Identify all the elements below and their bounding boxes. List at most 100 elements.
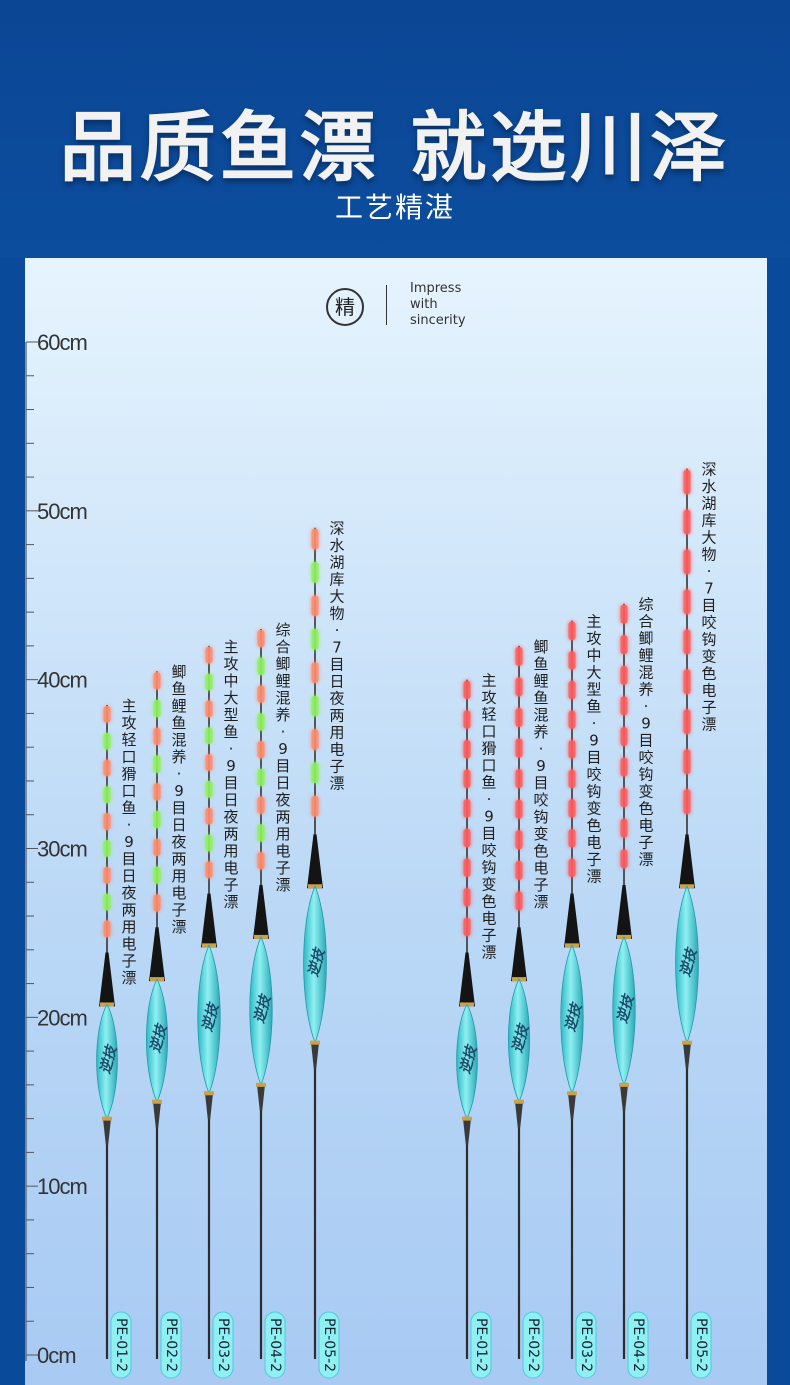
float-desc-char: · [539,740,544,758]
model-code-tag [627,1311,649,1379]
float-tip-segment [463,917,471,937]
float-tip-segment [515,708,523,728]
badge-caption-line: Impress [410,281,462,296]
float-desc-char: 日 [121,867,136,885]
float-tip-segment [620,604,628,624]
float-desc-char: 口 [121,748,136,766]
float-tip-segment [153,894,161,912]
float-tip-segment [515,677,523,697]
model-code-tag [575,1311,597,1379]
float-desc-char: 目 [701,597,716,615]
float-tip-segment [103,840,111,857]
model-code-tag [110,1311,132,1379]
quality-badge: 精 [326,288,364,326]
float-desc-char: · [487,791,492,809]
float-desc-char: 9 [124,833,134,851]
float-tail [620,1084,628,1111]
float-desc-char: 鲤 [638,647,653,665]
float-tip-segment [103,705,111,723]
float-tip-segment [205,700,213,718]
model-code-label: PE-01-2 [473,1318,489,1372]
float-desc-char: 鱼 [586,698,601,716]
float-desc-char: 混 [533,706,548,724]
float-cone [616,884,632,939]
float-tip-segment [463,680,471,700]
float-desc-char: 色 [533,842,548,860]
float-tip-segment [311,762,319,784]
float-desc-char: 目 [171,799,186,817]
right-rim [767,258,790,1385]
float-tip-segment [103,813,111,830]
ruler-label: 30cm [37,837,87,862]
float-desc-char: 变 [481,876,496,894]
float-desc-char: 合 [638,613,653,631]
ruler-label: 60cm [37,330,87,355]
float-desc-char: 子 [638,834,653,852]
float-tip-segment [463,858,471,877]
float-desc-char: 物 [329,605,344,623]
float-desc-char: 深 [329,520,344,538]
float-tail [153,1101,161,1128]
float-tip-segment [620,665,628,685]
float-desc-char: 电 [481,910,496,928]
float-desc-char: 两 [121,901,136,919]
float-desc-char: 夜 [223,808,238,826]
float-tip-segment [153,699,161,718]
float-tip-segment [620,788,628,808]
float-tip-segment [515,799,523,819]
float-desc-char: 两 [171,850,186,868]
float-tip-segment [311,528,319,550]
float-desc-char: 日 [223,791,238,809]
model-code-tag [264,1311,286,1379]
float-tip-segment [205,807,213,825]
float-desc-char: 日 [329,673,344,691]
float-desc-char: · [177,765,182,783]
float-desc-char: 攻 [481,689,496,707]
float-tip-segment [683,469,691,495]
float-desc-char: 目 [121,850,136,868]
float-tip-segment [683,749,691,775]
model-code-label: PE-03-2 [215,1318,231,1372]
float-desc-char: 7 [332,639,342,657]
float-desc-char: 咬 [481,842,496,860]
model-code-tag [690,1311,712,1379]
float-collar [567,1091,577,1096]
left-rim [0,258,25,1385]
float-tip-segment [257,630,265,648]
float-tip-segment [153,783,161,801]
float-tip-segment [568,621,576,640]
float-desc-char: 用 [329,724,344,742]
float-desc-char: 鲤 [533,672,548,690]
float-desc-char: · [127,816,132,834]
float-collar [310,1040,320,1045]
float-desc-char: 电 [121,935,136,953]
float-desc-char: 大 [701,529,716,547]
float-cone [564,893,580,948]
float-tip-segment [205,781,213,798]
ruler-label: 10cm [37,1174,87,1199]
float-desc-char: 漂 [223,893,238,911]
model-code-label: PE-01-2 [113,1318,129,1372]
float-desc-char: 鱼 [121,799,136,817]
float-tail [257,1084,265,1111]
float-desc-char: 用 [223,842,238,860]
float-desc-char: 目 [275,757,290,775]
float-tip-segment [311,729,319,750]
float-desc-char: 电 [275,842,290,860]
float-desc-char: 变 [586,800,601,818]
float-desc-char: 湖 [329,554,344,572]
float-desc-char: 混 [638,664,653,682]
model-code-tag [318,1311,340,1379]
float-desc-char: 变 [701,648,716,666]
float-desc-char: 夜 [121,884,136,902]
float-desc-char: 9 [641,715,651,733]
float-desc-char: 色 [481,893,496,911]
float-tip-segment [311,695,319,717]
float-desc-char: 电 [638,817,653,835]
float-cone [459,952,475,1007]
float-desc-char: 两 [329,707,344,725]
float-desc-char: 9 [226,757,236,775]
float-tail [515,1101,523,1128]
float-tip-segment [620,727,628,746]
